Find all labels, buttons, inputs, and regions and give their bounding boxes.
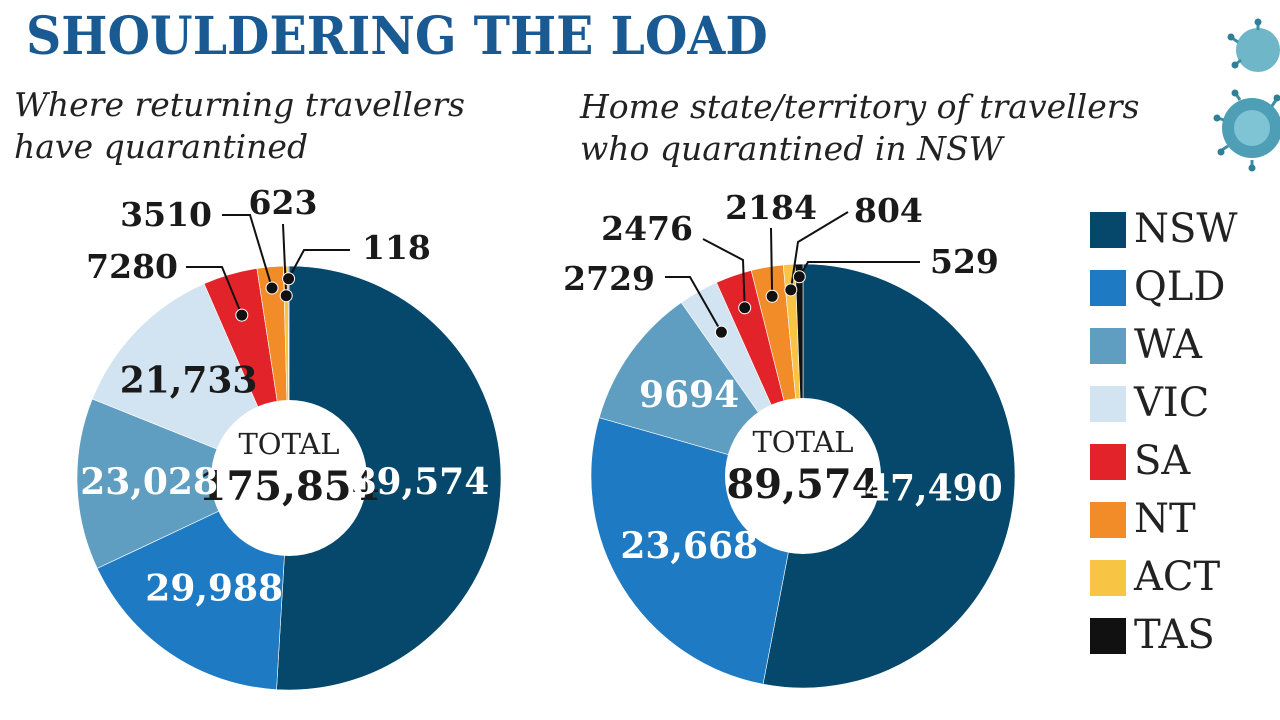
- right-data-label-nt: 2184: [725, 188, 817, 227]
- headline: SHOULDERING THE LOAD: [26, 6, 768, 67]
- left-data-label-qld: 29,988: [145, 568, 283, 610]
- legend-item-tas: TAS: [1090, 609, 1275, 663]
- left-slice-tas: [287, 265, 290, 479]
- left-data-label-act: 623: [249, 183, 318, 222]
- right-data-label-tas: 529: [930, 242, 999, 281]
- legend-item-qld: QLD: [1090, 261, 1275, 315]
- legend-label: VIC: [1134, 380, 1210, 426]
- legend-item-vic: VIC: [1090, 377, 1275, 431]
- right-data-label-nsw: 47,490: [865, 467, 1003, 509]
- left-total-label: TOTAL: [238, 427, 339, 461]
- legend-swatch: [1090, 270, 1126, 306]
- left-leader-line-nt: [222, 214, 273, 289]
- legend-label: TAS: [1134, 612, 1215, 658]
- legend-swatch: [1090, 328, 1126, 364]
- left-subtitle-line-1: Where returning travellers: [14, 85, 465, 124]
- left-donut-center: [211, 400, 367, 556]
- legend-swatch: [1090, 212, 1126, 248]
- right-data-label-wa: 9694: [639, 374, 739, 416]
- left-leader-line-sa: [186, 266, 243, 316]
- left-slice-nsw: [276, 265, 502, 691]
- right-leader-dot-act: [784, 283, 798, 297]
- left-data-label-nt: 3510: [120, 195, 212, 234]
- right-leader-dot-vic: [714, 325, 728, 339]
- legend-label: NSW: [1134, 206, 1238, 252]
- legend-item-nt: NT: [1090, 493, 1275, 547]
- left-leader-dot-sa: [235, 308, 249, 322]
- right-chart-subtitle: Home state/territory of travellers who q…: [580, 86, 1139, 170]
- right-leader-line-nt: [770, 227, 774, 297]
- right-leader-dot-sa: [738, 301, 752, 315]
- left-leader-dot-act: [279, 289, 293, 303]
- right-data-label-qld: 23,668: [620, 525, 758, 567]
- right-total-label: TOTAL: [752, 425, 853, 459]
- left-data-label-nsw: 89,574: [351, 461, 489, 503]
- left-slice-wa: [76, 398, 290, 569]
- left-subtitle-line-2: have quarantined: [14, 127, 309, 166]
- legend-label: NT: [1134, 496, 1196, 542]
- right-total-value: 89,574: [726, 461, 879, 508]
- left-total-value: 175,854: [199, 463, 380, 510]
- right-donut-center: [725, 398, 881, 554]
- left-leader-line-tas: [287, 249, 350, 280]
- legend-label: WA: [1134, 322, 1203, 368]
- legend-swatch: [1090, 502, 1126, 538]
- right-leader-line-vic: [665, 276, 723, 333]
- left-leader-dot-tas: [282, 272, 296, 286]
- left-data-label-tas: 118: [362, 228, 431, 267]
- right-data-label-act: 804: [854, 191, 923, 230]
- legend-item-nsw: NSW: [1090, 203, 1275, 257]
- right-leader-dot-nt: [765, 289, 779, 303]
- virus-icon: [1196, 18, 1280, 180]
- legend-label: QLD: [1134, 264, 1226, 310]
- left-data-label-vic: 21,733: [120, 360, 258, 402]
- right-leader-dot-tas: [792, 270, 806, 284]
- legend-swatch: [1090, 386, 1126, 422]
- right-leader-line-act: [789, 211, 849, 290]
- right-leader-line-sa: [702, 238, 746, 308]
- left-data-label-sa: 7280: [86, 247, 178, 286]
- left-chart-subtitle: Where returning travellers have quaranti…: [14, 84, 465, 168]
- legend-swatch: [1090, 444, 1126, 480]
- right-slice-nsw: [762, 263, 1016, 689]
- legend-item-wa: WA: [1090, 319, 1275, 373]
- left-leader-dot-nt: [265, 281, 279, 295]
- legend-label: SA: [1134, 438, 1191, 484]
- legend-item-act: ACT: [1090, 551, 1275, 605]
- legend-label: ACT: [1134, 554, 1221, 600]
- legend-swatch: [1090, 618, 1126, 654]
- legend: NSW QLD WA VIC SA NT ACT TAS: [1090, 203, 1275, 667]
- right-subtitle-line-1: Home state/territory of travellers: [580, 87, 1140, 126]
- right-data-label-sa: 2476: [601, 209, 693, 248]
- legend-item-sa: SA: [1090, 435, 1275, 489]
- legend-swatch: [1090, 560, 1126, 596]
- right-data-label-vic: 2729: [563, 259, 655, 298]
- left-data-label-wa: 23,028: [80, 461, 218, 503]
- right-subtitle-line-2: who quarantined in NSW: [580, 129, 1003, 168]
